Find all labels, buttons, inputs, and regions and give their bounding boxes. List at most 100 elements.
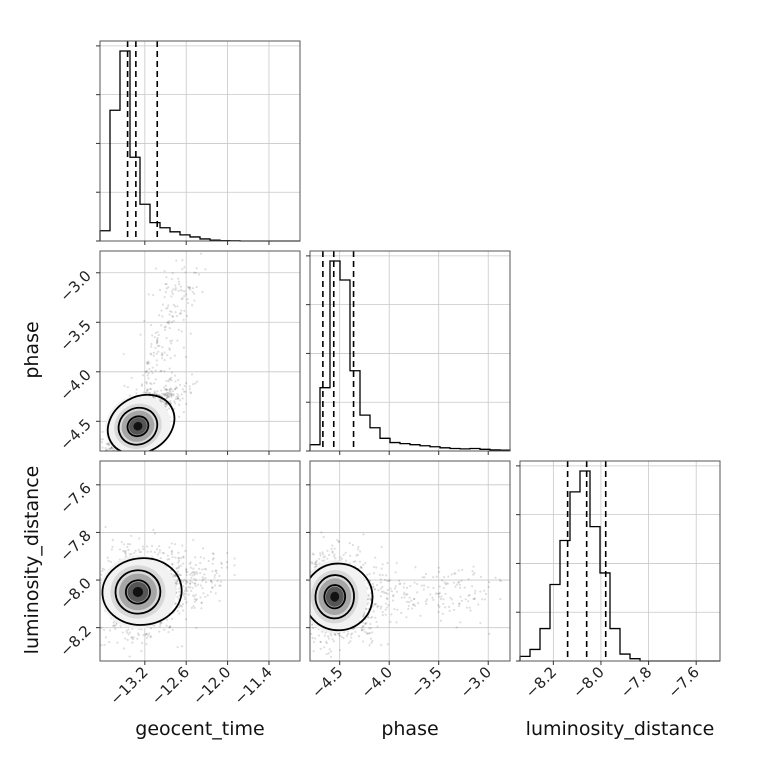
scatter-point xyxy=(395,621,398,624)
x-tick-label: −11.4 xyxy=(231,663,276,708)
scatter-point xyxy=(84,469,86,471)
scatter-point xyxy=(165,392,168,395)
scatter-point xyxy=(296,619,298,621)
scatter-point xyxy=(211,586,214,589)
scatter-point xyxy=(96,583,98,585)
scatter-point xyxy=(191,574,194,577)
scatter-point xyxy=(194,382,197,385)
scatter-point xyxy=(395,561,398,564)
scatter-point xyxy=(346,632,350,636)
scatter-point xyxy=(191,581,194,584)
scatter-point xyxy=(301,588,303,590)
histogram-luminosity_distance xyxy=(519,461,720,662)
scatter-point xyxy=(499,580,502,583)
scatter-point xyxy=(344,559,348,562)
scatter-point xyxy=(102,457,104,459)
scatter-point xyxy=(362,621,365,624)
scatter-point xyxy=(193,595,196,598)
density-level xyxy=(133,421,143,431)
scatter-point xyxy=(85,610,87,612)
scatter-point xyxy=(410,599,413,602)
scatter-point xyxy=(360,629,364,632)
scatter-point xyxy=(174,284,177,287)
scatter-point xyxy=(334,557,337,560)
scatter-point xyxy=(124,551,127,554)
scatter-point xyxy=(302,596,304,598)
scatter-point xyxy=(333,555,336,558)
scatter-point xyxy=(396,608,399,611)
scatter-point xyxy=(164,392,167,396)
scatter-point xyxy=(104,456,106,458)
scatter-point xyxy=(89,608,91,610)
scatter-point xyxy=(185,571,188,574)
scatter-point xyxy=(82,463,84,465)
scatter-point xyxy=(196,583,200,586)
scatter-point xyxy=(295,623,297,625)
scatter-point xyxy=(472,565,475,568)
scatter-point xyxy=(283,577,285,579)
scatter-point xyxy=(375,620,378,624)
scatter-point xyxy=(104,525,107,529)
scatter-point xyxy=(477,603,480,606)
scatter-point xyxy=(212,557,215,560)
scatter-point xyxy=(375,566,378,569)
scatter-point xyxy=(138,550,141,554)
scatter-point xyxy=(360,626,364,630)
scatter-point xyxy=(295,622,297,624)
scatter-point xyxy=(201,547,205,550)
scatter-point xyxy=(185,402,188,406)
scatter-point xyxy=(165,337,168,340)
scatter-point xyxy=(191,586,194,590)
scatter-point xyxy=(184,618,188,621)
scatter-point xyxy=(165,276,168,279)
scatter-point xyxy=(444,592,447,596)
scatter-point xyxy=(319,554,322,557)
scatter-point xyxy=(377,588,380,592)
scatter-point xyxy=(172,288,175,291)
scatter-point xyxy=(169,340,172,343)
scatter-point xyxy=(145,545,149,548)
scatter-point xyxy=(176,305,179,308)
scatter-point xyxy=(303,587,305,589)
scatter-point xyxy=(438,595,441,598)
scatter-point xyxy=(194,556,197,559)
scatter-point xyxy=(169,357,172,360)
scatter-point xyxy=(356,548,360,551)
scatter-point xyxy=(351,543,355,547)
scatter-point xyxy=(300,606,302,608)
scatter-point xyxy=(319,647,322,650)
scatter-point xyxy=(115,454,117,456)
scatter-point xyxy=(161,346,164,349)
scatter-point xyxy=(320,670,322,672)
scatter-point xyxy=(194,599,198,602)
scatter-point xyxy=(171,272,174,275)
scatter-point xyxy=(488,632,491,635)
scatter-point xyxy=(190,576,193,579)
scatter-point xyxy=(173,575,177,578)
scatter-point xyxy=(201,587,204,590)
scatter-point xyxy=(140,384,143,387)
scatter-point xyxy=(96,459,98,461)
scatter-point xyxy=(413,597,416,601)
scatter-point xyxy=(142,548,145,551)
scatter-point xyxy=(150,383,153,386)
scatter-point xyxy=(91,469,93,471)
scatter-point xyxy=(199,561,202,565)
scatter-point xyxy=(204,595,207,599)
scatter-point xyxy=(167,631,170,634)
scatter-point xyxy=(366,573,369,576)
scatter-point xyxy=(346,630,349,633)
scatter-point xyxy=(177,561,180,564)
scatter-point xyxy=(164,282,167,286)
scatter-point xyxy=(391,594,395,598)
histogram-bar xyxy=(590,527,600,661)
scatter-point xyxy=(472,573,475,576)
scatter-point xyxy=(292,580,294,582)
scatter-point xyxy=(184,568,188,572)
scatter-point xyxy=(89,567,91,569)
scatter-point xyxy=(156,336,159,340)
scatter-point xyxy=(159,369,162,373)
scatter-point xyxy=(159,399,162,402)
scatter-point xyxy=(314,561,318,564)
